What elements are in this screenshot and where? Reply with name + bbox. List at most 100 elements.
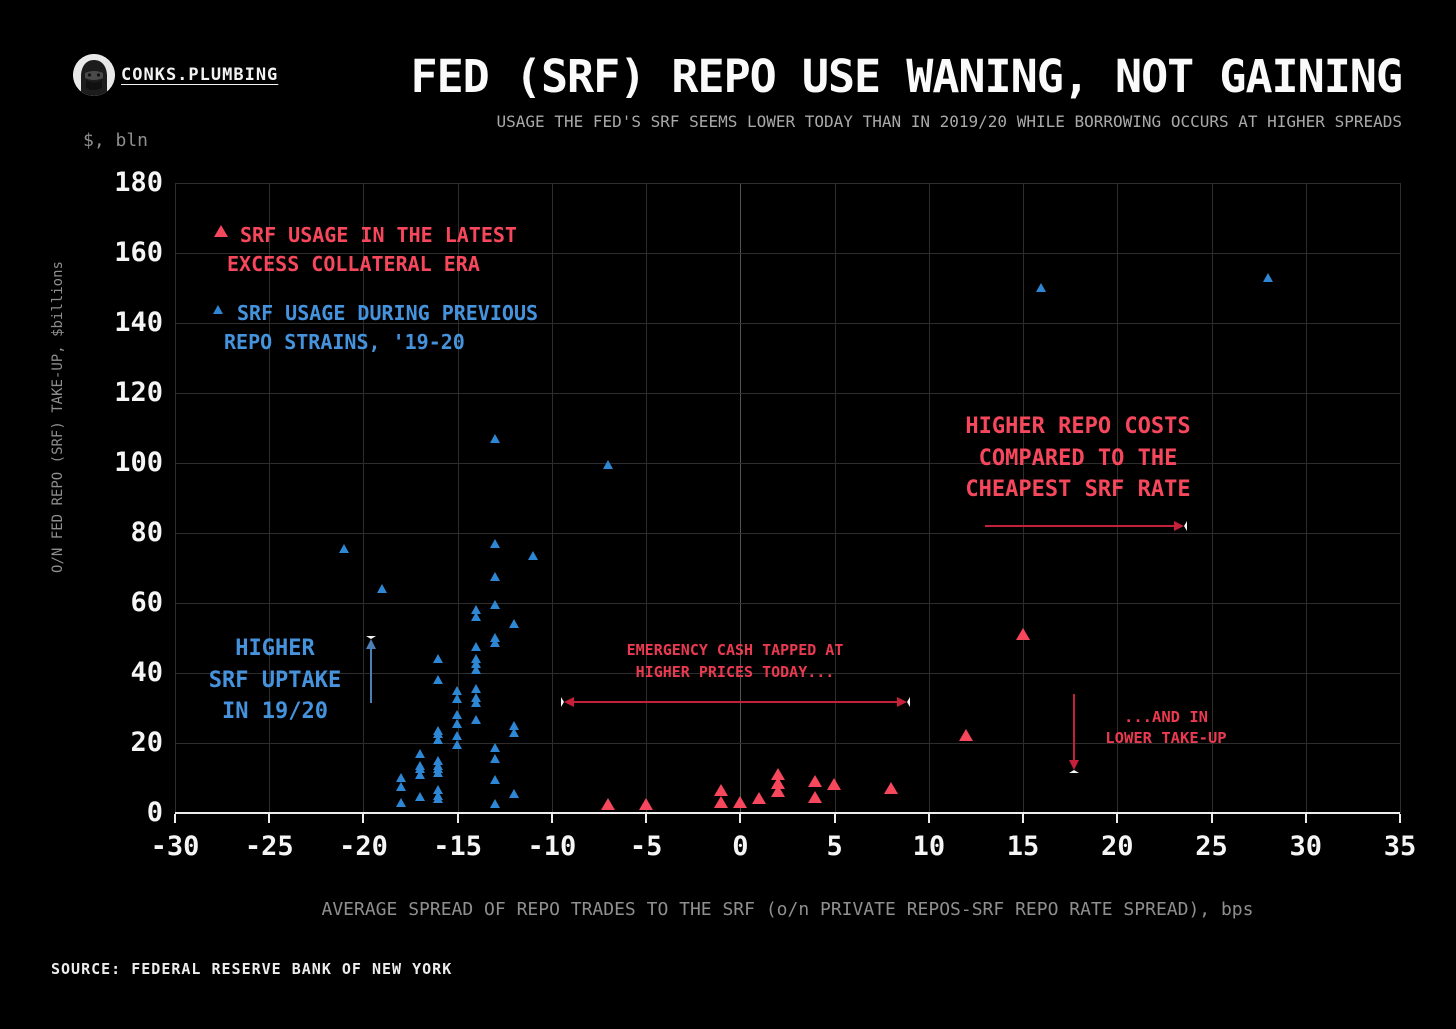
x-tick-mark <box>1210 814 1213 823</box>
gridline-x--10 <box>551 183 553 813</box>
x-tick-label: -10 <box>527 831 577 862</box>
data-point-blue <box>471 664 482 674</box>
data-point-blue <box>489 571 500 581</box>
gridline-x--15 <box>457 183 459 813</box>
data-point-blue <box>508 727 519 737</box>
gridline-x-0 <box>740 183 742 813</box>
data-point-blue <box>471 612 482 622</box>
y-tick-label: 60 <box>130 587 163 618</box>
legend-item-blue: SRF USAGE DURING PREVIOUS REPO STRAINS, … <box>207 299 538 357</box>
up-arrow-icon <box>366 636 376 703</box>
x-tick-label: 10 <box>912 831 946 862</box>
legend-red-line1: SRF USAGE IN THE LATEST <box>240 223 517 247</box>
data-point-blue <box>433 654 444 664</box>
data-point-blue <box>452 718 463 728</box>
x-axis-label: AVERAGE SPREAD OF REPO TRADES TO THE SRF… <box>321 899 1254 920</box>
data-point-blue <box>433 675 444 685</box>
x-tick-mark <box>362 814 365 823</box>
data-point-blue <box>489 753 500 763</box>
x-tick-label: 25 <box>1195 831 1228 862</box>
gridline-x-25 <box>1211 183 1213 813</box>
data-point-red <box>1015 627 1030 640</box>
data-point-blue <box>471 715 482 725</box>
data-point-red <box>600 797 615 810</box>
y-tick-label: 120 <box>114 377 163 408</box>
gridline-y-80 <box>175 533 1400 534</box>
data-point-blue <box>433 785 444 795</box>
x-tick-label: -15 <box>433 831 483 862</box>
gridline-y-140 <box>175 323 1400 324</box>
x-tick-mark <box>739 814 742 823</box>
legend-red-line2: EXCESS COLLATERAL ERA <box>227 252 480 276</box>
x-tick-label: 35 <box>1383 831 1417 862</box>
data-point-blue <box>471 697 482 707</box>
x-tick-label: 0 <box>732 831 749 862</box>
data-point-blue <box>395 773 406 783</box>
data-point-blue <box>433 755 444 765</box>
y-tick-label: 20 <box>130 727 163 758</box>
legend-blue-line1: SRF USAGE DURING PREVIOUS <box>237 301 539 325</box>
data-point-blue <box>508 788 519 798</box>
data-point-blue <box>395 781 406 791</box>
x-tick-mark <box>174 814 176 823</box>
x-tick-mark <box>833 814 836 823</box>
gridline-x--5 <box>646 183 648 813</box>
brand-link[interactable]: CONKS.PLUMBING <box>121 65 279 85</box>
data-point-blue <box>1262 272 1273 282</box>
data-point-blue <box>471 683 482 693</box>
data-point-red <box>827 778 842 791</box>
y-axis-unit-label: $, bln <box>83 130 149 151</box>
data-point-blue <box>471 605 482 615</box>
x-tick-label: 15 <box>1006 831 1040 862</box>
x-tick-mark <box>1116 814 1119 823</box>
gridline-y-100 <box>175 463 1400 464</box>
data-point-blue <box>471 654 482 664</box>
gridline-x-35 <box>1400 183 1401 813</box>
x-tick-mark <box>1399 814 1401 823</box>
title-block: FED (SRF) REPO USE WANING, NOT GAINING U… <box>410 50 1403 131</box>
annotation-higher-repo-costs: HIGHER REPO COSTS COMPARED TO THE CHEAPE… <box>965 414 1191 502</box>
y-tick-label: 0 <box>146 797 163 828</box>
data-point-blue <box>433 729 444 739</box>
data-point-blue <box>471 659 482 669</box>
data-point-blue <box>414 748 425 758</box>
x-tick-label: -30 <box>150 831 200 862</box>
data-point-blue <box>489 774 500 784</box>
data-point-blue <box>1036 283 1047 293</box>
gridline-y-120 <box>175 393 1400 394</box>
right-arrow-icon <box>985 521 1187 531</box>
y-tick-label: 140 <box>114 307 163 338</box>
data-point-blue <box>489 743 500 753</box>
data-point-blue <box>414 792 425 802</box>
x-tick-mark <box>456 814 459 823</box>
gridline-y-160 <box>175 253 1400 254</box>
y-tick-label: 80 <box>130 517 163 548</box>
data-point-blue <box>471 641 482 651</box>
data-point-red <box>959 729 974 742</box>
double-arrow-icon <box>561 697 910 707</box>
brand-avatar-icon <box>73 54 115 96</box>
gridline-y-180 <box>175 183 1400 184</box>
data-point-blue <box>527 550 538 560</box>
data-point-blue <box>452 739 463 749</box>
x-tick-label: 30 <box>1289 831 1323 862</box>
gridline-x--20 <box>363 183 365 813</box>
x-tick-mark <box>645 814 648 823</box>
data-point-blue <box>433 734 444 744</box>
x-tick-label: -25 <box>244 831 294 862</box>
data-point-red <box>732 795 747 808</box>
data-point-blue <box>433 794 444 804</box>
gridline-x--25 <box>269 183 271 813</box>
data-point-blue <box>602 459 613 469</box>
data-point-red <box>770 785 785 798</box>
data-point-blue <box>433 767 444 777</box>
data-point-red <box>714 795 729 808</box>
plot-area: 35 30 25 20 15 10 5 0 -5 -10 -15 -20 -25 -30 180 160 140… <box>114 167 1416 862</box>
data-point-blue <box>508 720 519 730</box>
x-tick-mark <box>550 814 553 823</box>
gridline-y-20 <box>175 743 1400 744</box>
source-note: SOURCE: FEDERAL RESERVE BANK OF NEW YORK <box>51 960 453 978</box>
gridline-y-60 <box>175 603 1400 604</box>
x-tick-mark <box>268 814 271 823</box>
page-title: FED (SRF) REPO USE WANING, NOT GAINING <box>410 50 1403 103</box>
